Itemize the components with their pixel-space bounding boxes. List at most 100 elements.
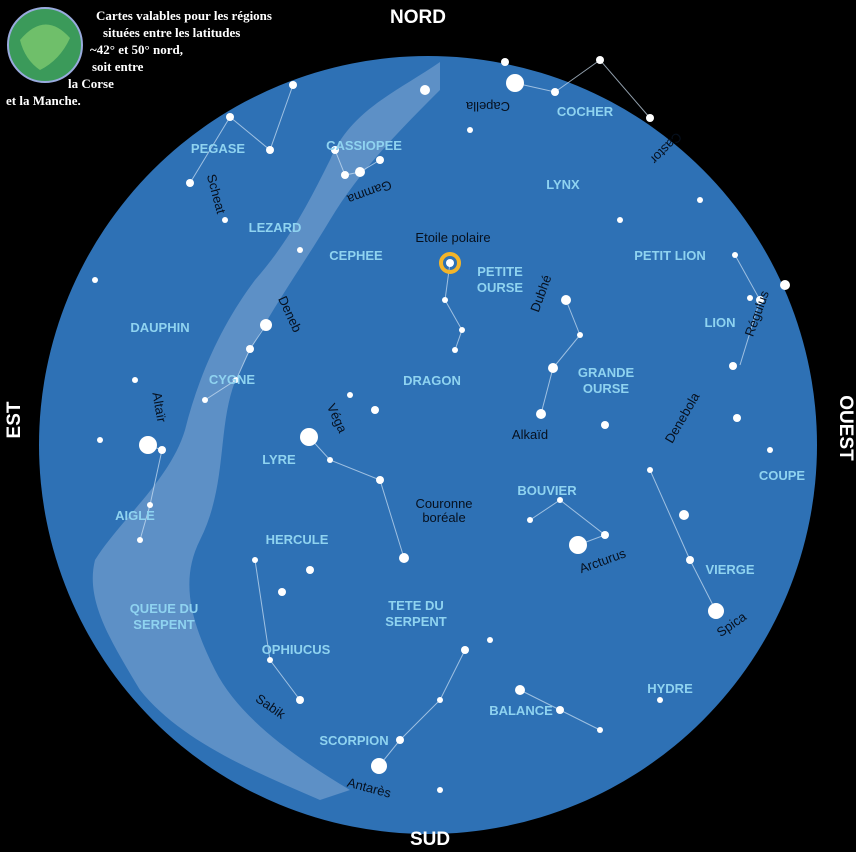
star-dot [306,566,314,574]
constellation-label: PEGASE [191,141,246,156]
constellation-label-line: GRANDE [578,365,635,380]
star-dot [186,179,194,187]
star-dot [442,297,448,303]
note-line: la Corse [68,76,114,91]
star-dot [97,437,103,443]
stars [92,56,790,793]
constellation-label: QUEUE DU SERPENT [130,601,199,632]
star-dot [747,295,753,301]
star-dot [467,127,473,133]
star-dot [515,685,525,695]
star-dot [601,531,609,539]
constellation-label: DAUPHIN [130,320,189,335]
star-label: Alkaïd [512,427,548,442]
star-dot [371,758,387,774]
constellation-label: LYNX [546,177,580,192]
star-dot [226,113,234,121]
polaris [446,259,454,267]
star-dot [729,362,737,370]
globe-land [20,24,70,70]
star-dot [501,58,509,66]
star-dot [597,727,603,733]
constellation-label: HERCULE [266,532,329,547]
star-dot [341,171,349,179]
constellation-label: BOUVIER [517,483,577,498]
star-dot [556,706,564,714]
star-dot [267,657,273,663]
star-dot [647,467,653,473]
star-dot [437,697,443,703]
star-dot [289,81,297,89]
constellation-label-line: SERPENT [133,617,194,632]
star-dot [551,88,559,96]
constellation-label: TETE DU SERPENT [385,598,446,629]
constellation-label-line: PETITE [477,264,523,279]
constellation-label: PETITE OURSE [477,264,524,295]
star-dot [246,345,254,353]
note-line: ~42° et 50° nord, [90,42,183,57]
note-line: et la Manche. [6,93,81,108]
star-dot [376,476,384,484]
constellation-label: COUPE [759,468,806,483]
star-label: Altaïr [149,391,169,424]
star-dot [569,536,587,554]
star-dot [617,217,623,223]
constellation-label-line: TETE DU [388,598,444,613]
star-dot [679,510,689,520]
star-dot [506,74,524,92]
constellation-label: CEPHEE [329,248,383,263]
star-dot [577,332,583,338]
star-dot [756,296,764,304]
note-line: soit entre [92,59,144,74]
constellation-label-line: SERPENT [385,614,446,629]
star-dot [137,537,143,543]
constellation-label: HYDRE [647,681,693,696]
star-dot [376,156,384,164]
star-dot [596,56,604,64]
star-dot [355,167,365,177]
star-dot [92,277,98,283]
direction-label: SUD [410,829,450,850]
star-dot [371,406,379,414]
star-dot [487,637,493,643]
constellation-label: CASSIOPEE [326,138,402,153]
star-dot [601,421,609,429]
constellation-label-line: OURSE [583,381,630,396]
constellation-label: LION [704,315,735,330]
constellation-label: BALANCE [489,703,553,718]
star-label-line: Couronne [415,496,472,511]
star-dot [697,197,703,203]
direction-label: EST [4,401,25,438]
direction-label: NORD [390,7,446,28]
star-dot [459,327,465,333]
star-dot [260,319,272,331]
star-dot [527,517,533,523]
constellation-label: VIERGE [705,562,754,577]
star-dot [158,446,166,454]
star-dot [396,736,404,744]
star-dot [536,409,546,419]
star-dot [686,556,694,564]
constellation-label: SCORPION [319,733,388,748]
star-dot [732,252,738,258]
constellation-label: CYGNE [209,372,256,387]
star-dot [557,497,563,503]
star-dot [300,428,318,446]
star-dot [548,363,558,373]
note-line: situées entre les latitudes [103,25,240,40]
note-line: Cartes valables pour les régions [96,8,272,23]
constellation-label: LEZARD [249,220,302,235]
constellation-label-line: QUEUE DU [130,601,199,616]
constellation-label: LYRE [262,452,296,467]
star-dot [331,146,339,154]
star-dot [222,217,228,223]
star-dot [646,114,654,122]
star-dot [420,85,430,95]
star-dot [561,295,571,305]
star-dot [780,280,790,290]
direction-label: OUEST [835,395,856,461]
star-dot [297,247,303,253]
sky-disc [39,56,817,834]
star-dot [461,646,469,654]
star-dot [452,347,458,353]
